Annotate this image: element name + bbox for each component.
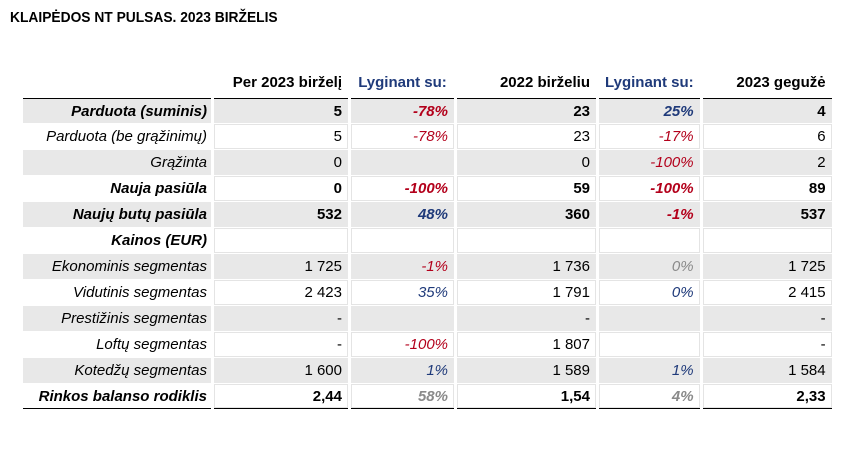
cell-value: 1,54: [457, 384, 596, 409]
page-title: KLAIPĖDOS NT PULSAS. 2023 BIRŽELIS: [10, 9, 278, 26]
table-row: Kainos (EUR): [23, 228, 832, 253]
table-row: Parduota (be grąžinimų) 5 -78% 23 -17% 6: [23, 124, 832, 149]
row-label: Naujų butų pasiūla: [23, 202, 211, 227]
table-row: Nauja pasiūla 0 -100% 59 -100% 89: [23, 176, 832, 201]
header-compare-1: Lyginant su:: [358, 73, 447, 91]
cell-value: 532: [214, 202, 348, 227]
row-label: Kotedžų segmentas: [23, 358, 211, 383]
row-label: Parduota (suminis): [23, 98, 211, 123]
header-compare-2: Lyginant su:: [605, 73, 694, 91]
cell-value: 5: [214, 124, 348, 149]
header-year-ago: 2022 birželiu: [499, 73, 590, 91]
cell-change: 1%: [599, 358, 700, 383]
row-label: Parduota (be grąžinimų): [23, 124, 211, 149]
table-row: Prestižinis segmentas - - -: [23, 306, 832, 331]
cell-change: 4%: [599, 384, 700, 409]
table-row: Naujų butų pasiūla 532 48% 360 -1% 537: [23, 202, 832, 227]
cell-value: 2 423: [214, 280, 348, 305]
table-row: Rinkos balanso rodiklis 2,44 58% 1,54 4%…: [23, 384, 832, 409]
cell-value: -: [457, 306, 596, 331]
cell-value: 4: [702, 98, 832, 123]
cell-value: [457, 228, 596, 253]
cell-change: 0%: [599, 280, 700, 305]
cell-change: 1%: [351, 358, 454, 383]
cell-change: [351, 150, 454, 175]
cell-value: -: [702, 332, 832, 357]
cell-value: -: [702, 306, 832, 331]
table-row: Grąžinta 0 0 -100% 2: [23, 150, 832, 175]
cell-value: 0: [214, 176, 348, 201]
row-label: Grąžinta: [23, 150, 211, 175]
cell-change: -100%: [351, 332, 454, 357]
cell-value: 2: [702, 150, 832, 175]
cell-change: 35%: [351, 280, 454, 305]
table-row: Vidutinis segmentas 2 423 35% 1 791 0% 2…: [23, 280, 832, 305]
header-period: Per 2023 birželį: [232, 73, 342, 91]
cell-value: 2,44: [214, 384, 348, 409]
cell-change: 0%: [599, 254, 700, 279]
cell-change: -100%: [599, 176, 700, 201]
cell-value: 537: [702, 202, 832, 227]
cell-value: 1 589: [457, 358, 596, 383]
cell-change: -100%: [351, 176, 454, 201]
header-empty: [23, 67, 211, 97]
cell-change: -78%: [351, 98, 454, 123]
cell-value: [214, 228, 348, 253]
summary-table: Per 2023 birželį Lyginant su: 2022 birže…: [20, 66, 835, 410]
cell-change: -1%: [599, 202, 700, 227]
cell-value: 59: [457, 176, 596, 201]
cell-change: [599, 228, 700, 253]
row-label: Nauja pasiūla: [23, 176, 211, 201]
cell-change: -100%: [599, 150, 700, 175]
cell-change: 58%: [351, 384, 454, 409]
cell-value: -: [214, 332, 348, 357]
cell-value: 1 791: [457, 280, 596, 305]
row-label: Vidutinis segmentas: [23, 280, 211, 305]
cell-value: [702, 228, 832, 253]
table-row: Parduota (suminis) 5 -78% 23 25% 4: [23, 98, 832, 123]
cell-value: 0: [457, 150, 596, 175]
cell-value: 0: [214, 150, 348, 175]
cell-value: 1 600: [214, 358, 348, 383]
cell-change: [351, 306, 454, 331]
cell-value: 5: [214, 98, 348, 123]
cell-value: 23: [457, 124, 596, 149]
cell-change: -17%: [599, 124, 700, 149]
cell-value: 23: [457, 98, 596, 123]
cell-value: 6: [702, 124, 832, 149]
row-label: Rinkos balanso rodiklis: [23, 384, 211, 409]
cell-value: 89: [702, 176, 832, 201]
cell-change: 48%: [351, 202, 454, 227]
cell-change: [599, 306, 700, 331]
table-row: Kotedžų segmentas 1 600 1% 1 589 1% 1 58…: [23, 358, 832, 383]
cell-change: -78%: [351, 124, 454, 149]
row-label: Loftų segmentas: [23, 332, 211, 357]
cell-value: 360: [457, 202, 596, 227]
header-row: Per 2023 birželį Lyginant su: 2022 birže…: [23, 67, 832, 97]
header-prev-month: 2023 gegužė: [736, 73, 826, 91]
table-row: Ekonominis segmentas 1 725 -1% 1 736 0% …: [23, 254, 832, 279]
cell-value: 1 725: [214, 254, 348, 279]
cell-value: 2 415: [702, 280, 832, 305]
cell-value: 1 736: [457, 254, 596, 279]
cell-change: 25%: [599, 98, 700, 123]
row-label: Kainos (EUR): [23, 228, 211, 253]
row-label: Ekonominis segmentas: [23, 254, 211, 279]
cell-change: [599, 332, 700, 357]
cell-value: 2,33: [702, 384, 832, 409]
table-row: Loftų segmentas - -100% 1 807 -: [23, 332, 832, 357]
cell-value: 1 725: [702, 254, 832, 279]
row-label: Prestižinis segmentas: [23, 306, 211, 331]
cell-value: 1 584: [702, 358, 832, 383]
cell-change: [351, 228, 454, 253]
cell-value: 1 807: [457, 332, 596, 357]
cell-change: -1%: [351, 254, 454, 279]
cell-value: -: [214, 306, 348, 331]
